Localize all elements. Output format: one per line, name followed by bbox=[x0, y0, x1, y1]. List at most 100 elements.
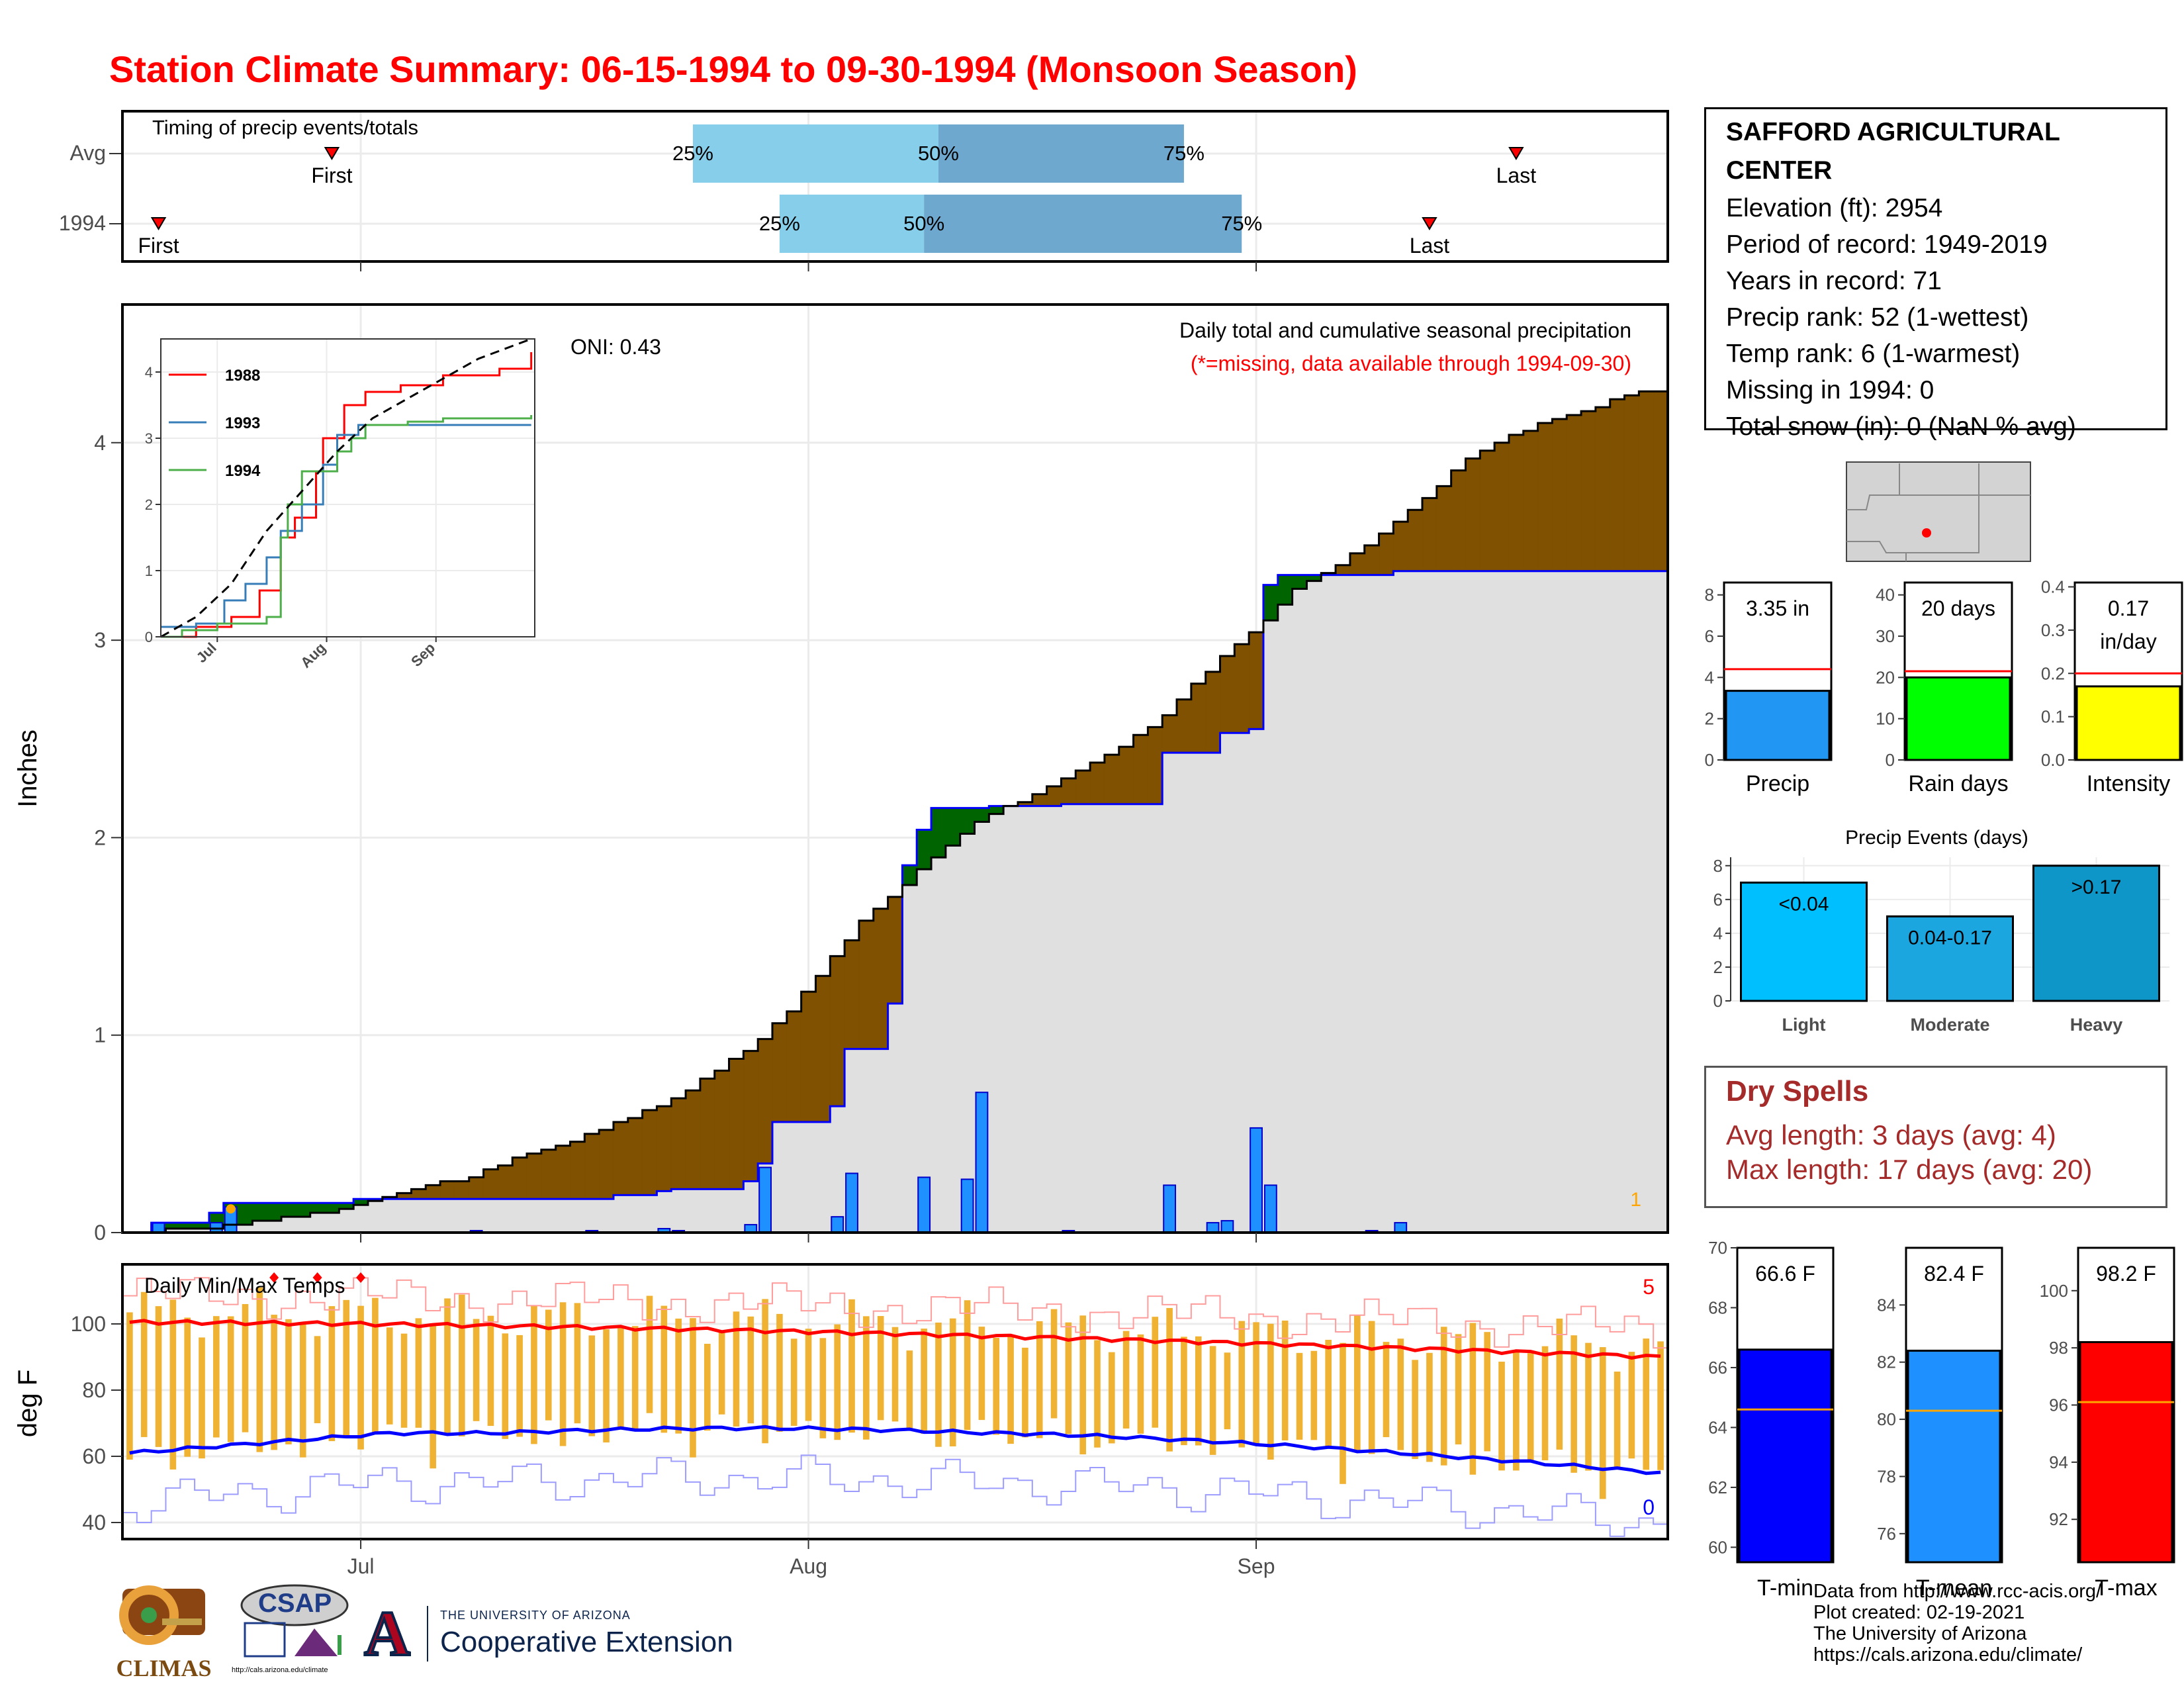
temp-y-axis-label: deg F bbox=[13, 1370, 42, 1437]
precip-below-avg bbox=[1104, 755, 1120, 804]
temp-daily-bar bbox=[1643, 1338, 1650, 1470]
precip-summary-value-bar bbox=[1725, 690, 1831, 761]
temp-daily-bar bbox=[271, 1315, 277, 1450]
dry-spells-heading: Dry Spells bbox=[1726, 1075, 1869, 1107]
timing-title: Timing of precip events/totals bbox=[152, 116, 418, 139]
station-years: Years in record: 71 bbox=[1726, 267, 1942, 295]
timing-p25-label: 25% bbox=[759, 212, 800, 235]
precip-above-avg bbox=[295, 1203, 311, 1217]
precip-y-tick-label: 3 bbox=[94, 628, 106, 652]
temp-daily-bar bbox=[631, 1326, 639, 1429]
temp-daily-bar bbox=[1484, 1332, 1491, 1452]
precip-above-avg bbox=[1277, 575, 1293, 605]
precip-below-avg bbox=[1581, 411, 1596, 571]
precip-summary-value-label: 0.17 bbox=[2108, 596, 2149, 620]
temp-daily-bar bbox=[1195, 1336, 1202, 1446]
timing-row-label: Avg bbox=[69, 141, 106, 165]
temp-daily-bar bbox=[1181, 1336, 1187, 1446]
precip-summary-charts: 3.35 in 0 2 4 6 8 Precip 20 days 0 10 20 30 40 Rain d… bbox=[1705, 577, 2183, 796]
precip-below-avg bbox=[512, 1157, 527, 1199]
timing-p50-label: 50% bbox=[918, 142, 959, 165]
temp-daily-bar bbox=[1368, 1321, 1375, 1454]
precip-below-avg bbox=[483, 1169, 498, 1199]
temp-daily-bar bbox=[1152, 1317, 1159, 1428]
temp-title: Daily Min/Max Temps bbox=[144, 1274, 345, 1297]
temp-daily-bar bbox=[1094, 1340, 1101, 1448]
precip-below-avg bbox=[671, 1098, 686, 1190]
temp-chart: Daily Min/Max Temps 5 0 40 60 80 100 Jul Aug Sep d… bbox=[13, 1263, 1669, 1578]
station-elevation: Elevation (ft): 2954 bbox=[1726, 194, 1943, 222]
precip-events-y-tick-label: 4 bbox=[1713, 923, 1723, 943]
precip-above-avg bbox=[931, 808, 946, 858]
temp-daily-bar bbox=[588, 1335, 596, 1436]
precip-title: Daily total and cumulative seasonal prec… bbox=[1179, 318, 1631, 342]
temp-daily-bar bbox=[126, 1312, 133, 1460]
temp-daily-bar bbox=[299, 1323, 306, 1458]
temp-daily-bar bbox=[574, 1303, 581, 1424]
precip-below-avg bbox=[1422, 498, 1437, 571]
temp-daily-bar bbox=[285, 1319, 292, 1444]
precip-below-avg bbox=[411, 1189, 426, 1199]
temp-daily-bar bbox=[357, 1305, 364, 1450]
temp-daily-bar bbox=[1122, 1331, 1130, 1429]
ua-big-text: Cooperative Extension bbox=[440, 1626, 733, 1658]
station-name: SAFFORD AGRICULTURAL CENTER bbox=[1726, 118, 2060, 185]
precip-summary-y-tick-label: 10 bbox=[1876, 709, 1895, 729]
precip-observed-line bbox=[122, 570, 1668, 1234]
precip-summary-y-tick-label: 0.0 bbox=[2041, 750, 2065, 770]
temp-daily-bar bbox=[199, 1337, 205, 1459]
temp-daily-bar bbox=[1340, 1342, 1346, 1484]
precip-summary-y-tick-label: 0.2 bbox=[2041, 663, 2065, 683]
precip-below-avg bbox=[426, 1185, 441, 1199]
precip-above-avg bbox=[1306, 575, 1322, 581]
temp-summary-y-tick-label: 64 bbox=[1708, 1417, 1727, 1437]
precip-daily-bar bbox=[845, 1172, 858, 1233]
precip-y-tick-label: 0 bbox=[94, 1221, 106, 1244]
precip-y-tick-label: 4 bbox=[94, 431, 106, 455]
precip-above-avg bbox=[917, 829, 932, 870]
temp-daily-bar bbox=[502, 1333, 509, 1439]
precip-below-avg bbox=[1639, 391, 1654, 571]
temp-daily-bar bbox=[1397, 1338, 1404, 1450]
temp-daily-bar bbox=[877, 1316, 884, 1421]
temp-daily-bar bbox=[213, 1316, 220, 1438]
precip-summary-y-tick-label: 0 bbox=[1705, 750, 1714, 770]
temp-daily-bar bbox=[227, 1316, 234, 1442]
precip-below-avg bbox=[396, 1193, 412, 1199]
temp-summary-value-label: 82.4 F bbox=[1924, 1262, 1984, 1286]
precip-below-avg bbox=[642, 1110, 658, 1196]
precip-summary-y-tick-label: 40 bbox=[1876, 585, 1895, 605]
temp-daily-bar bbox=[718, 1331, 725, 1415]
temp-record-marker bbox=[312, 1272, 322, 1283]
precip-above-avg bbox=[267, 1203, 282, 1221]
timing-p75-label: 75% bbox=[1163, 142, 1205, 165]
credits: Data from http://www.rcc-acis.org/ Plot … bbox=[1813, 1581, 2101, 1665]
temp-max-record-count: 5 bbox=[1643, 1275, 1655, 1299]
inset-series-1994 bbox=[161, 415, 533, 638]
temp-daily-bar bbox=[487, 1315, 494, 1427]
temp-daily-bar bbox=[617, 1327, 624, 1428]
temp-daily-bar bbox=[675, 1318, 682, 1434]
precip-summary-y-tick-label: 0.4 bbox=[2041, 577, 2065, 597]
precip-daily-bar bbox=[1250, 1127, 1263, 1233]
precip-average-line bbox=[122, 390, 1668, 1234]
precip-below-avg bbox=[1494, 442, 1510, 571]
precip-subtitle: (*=missing, data available through 1994-… bbox=[1191, 352, 1631, 375]
precip-below-avg bbox=[772, 1023, 788, 1122]
temp-daily-bar bbox=[762, 1299, 768, 1444]
temp-daily-bar bbox=[1614, 1372, 1621, 1467]
temp-summary-label: T-min bbox=[1757, 1575, 1813, 1601]
precip-daily-bar bbox=[831, 1216, 844, 1234]
dry-spells-box: Dry Spells Avg length: 3 days (avg: 4) M… bbox=[1704, 1066, 2167, 1208]
precip-below-avg bbox=[1436, 486, 1452, 571]
precip-events-bar-label: >0.17 bbox=[2071, 876, 2122, 898]
temp-daily-bar bbox=[1065, 1322, 1072, 1434]
temp-daily-bar bbox=[400, 1333, 408, 1428]
temp-daily-bar bbox=[1541, 1346, 1549, 1461]
inset-legend-label: 1994 bbox=[225, 462, 261, 480]
timing-p75-label: 75% bbox=[1221, 212, 1262, 235]
inset-y-tick-label: 2 bbox=[145, 496, 153, 513]
inset-bg bbox=[161, 339, 535, 637]
timing-last-label: Last bbox=[1496, 164, 1537, 187]
precip-summary-y-tick-label: 0 bbox=[1886, 750, 1895, 770]
